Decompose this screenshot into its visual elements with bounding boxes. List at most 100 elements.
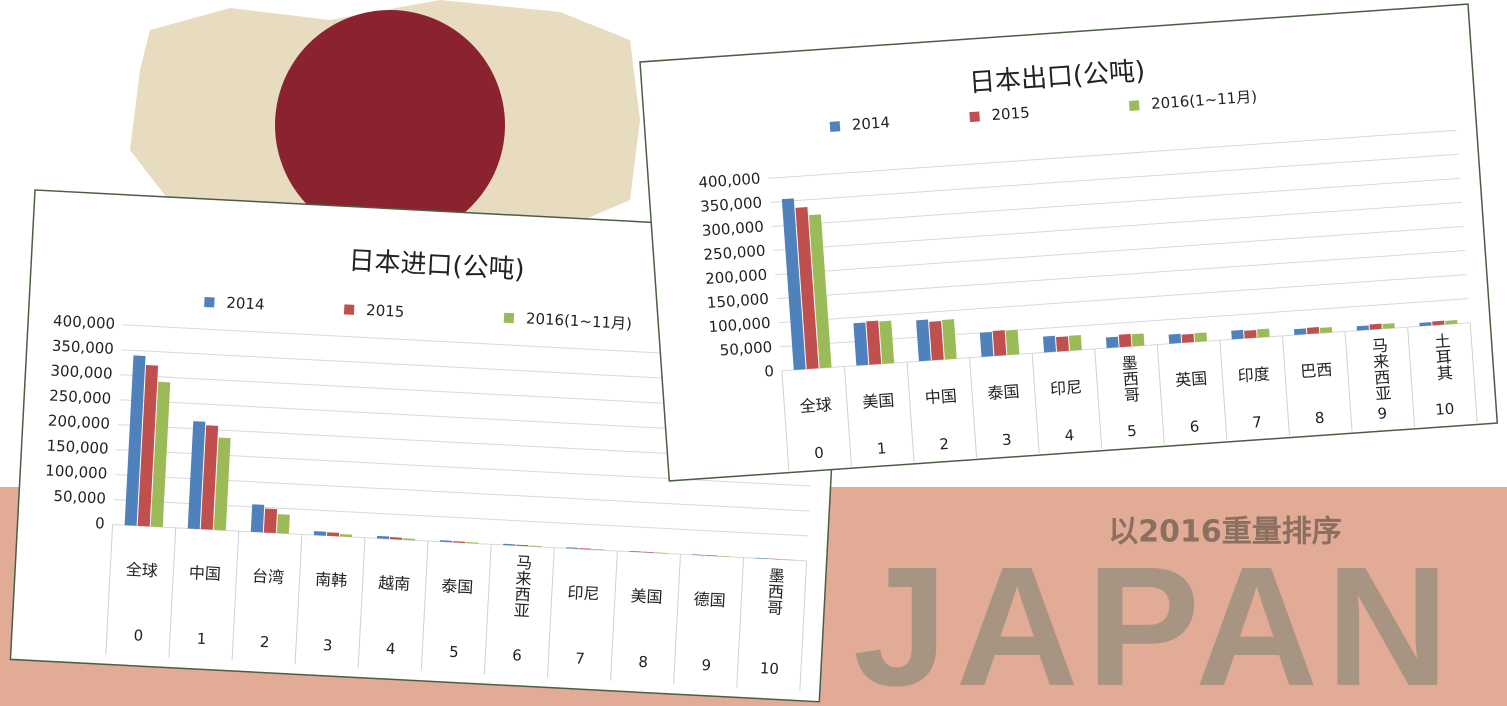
bar — [692, 554, 705, 556]
y-tick-label: 150,000 — [46, 436, 109, 457]
table-divider — [1156, 344, 1165, 445]
category-number: 0 — [814, 444, 825, 463]
legend-marker — [1128, 100, 1140, 111]
bar — [440, 540, 453, 543]
chart-panel — [639, 3, 1499, 482]
bar — [326, 532, 340, 537]
category-label: 美国 — [862, 391, 895, 412]
bar — [213, 437, 231, 531]
legend-marker — [343, 304, 355, 315]
table-divider — [1031, 353, 1040, 454]
bar — [929, 321, 944, 361]
bar — [124, 355, 146, 526]
bar — [1419, 322, 1432, 327]
bar — [250, 504, 265, 533]
category-label: 巴西 — [1300, 360, 1333, 381]
bar — [276, 514, 290, 534]
category-number: 8 — [638, 653, 648, 671]
bar — [942, 319, 957, 360]
grid-line — [115, 474, 810, 512]
legend-label: 2014 — [226, 294, 265, 314]
category-number: 3 — [1001, 431, 1012, 450]
bar — [1231, 329, 1244, 340]
bar — [879, 320, 895, 364]
category-number: 4 — [1064, 426, 1075, 445]
bar — [390, 537, 403, 540]
bar — [453, 541, 466, 543]
grid-line — [780, 298, 1469, 348]
category-label: 马来西亚 — [510, 554, 532, 619]
category-label: 马来西亚 — [1368, 337, 1391, 402]
table-divider — [357, 537, 366, 668]
grid-line — [768, 129, 1457, 179]
bar — [339, 533, 353, 538]
bar — [853, 322, 869, 366]
table-divider — [546, 547, 555, 678]
bar — [866, 320, 882, 365]
y-tick-label: 350,000 — [51, 337, 114, 358]
bar — [150, 381, 171, 528]
bar — [1042, 335, 1057, 353]
chart: 日本出口(公吨)2014 20152016(1~11月)050,000100,00… — [639, 3, 1499, 482]
category-label: 泰国 — [441, 576, 474, 597]
category-number: 2 — [939, 435, 950, 454]
table-divider — [1281, 335, 1290, 436]
grid-line — [773, 201, 1462, 252]
y-tick-label: 400,000 — [53, 312, 116, 333]
bar — [629, 550, 642, 553]
bar — [808, 214, 832, 369]
table-divider — [1344, 331, 1353, 432]
table-divider — [483, 544, 492, 675]
grid-line — [770, 153, 1459, 203]
bar — [566, 547, 579, 549]
category-label: 墨西哥 — [764, 567, 785, 616]
category-label: 全球 — [799, 395, 832, 416]
table-divider — [294, 534, 303, 665]
table-divider — [231, 531, 240, 661]
bar — [137, 365, 159, 527]
category-number: 7 — [575, 649, 585, 667]
y-tick-label: 0 — [764, 362, 775, 381]
bar — [916, 319, 931, 362]
bar — [1168, 333, 1182, 344]
category-number: 10 — [1435, 400, 1455, 419]
category-label: 印尼 — [1049, 377, 1082, 398]
y-tick-label: 350,000 — [700, 193, 763, 215]
bar — [187, 421, 206, 530]
category-label: 越南 — [378, 573, 411, 594]
bar — [1181, 333, 1195, 343]
table-divider — [168, 527, 177, 658]
bar — [1194, 332, 1208, 342]
y-tick-label: 300,000 — [50, 362, 113, 383]
category-number: 5 — [1127, 422, 1138, 441]
bar — [1068, 334, 1082, 351]
y-tick-label: 50,000 — [719, 338, 773, 360]
grid-line — [775, 225, 1464, 276]
y-tick-label: 400,000 — [698, 169, 761, 191]
bar — [516, 544, 529, 547]
bar — [1118, 333, 1132, 348]
legend-marker — [969, 111, 980, 123]
bar — [1131, 333, 1145, 347]
bar — [718, 555, 731, 557]
table-divider — [799, 560, 808, 691]
bar — [1257, 328, 1270, 338]
category-number: 1 — [876, 439, 887, 458]
legend-marker — [829, 121, 841, 132]
legend-label: 2015 — [991, 103, 1030, 124]
bar — [768, 558, 781, 560]
table-divider — [420, 541, 429, 671]
category-label: 泰国 — [987, 382, 1020, 403]
bar — [1356, 325, 1369, 331]
grid-line — [113, 499, 808, 537]
y-tick-label: 0 — [95, 514, 105, 532]
category-label: 美国 — [630, 586, 663, 607]
y-tick-label: 200,000 — [47, 412, 110, 433]
legend-label: 2014 — [851, 113, 890, 134]
y-tick-label: 300,000 — [701, 218, 764, 240]
grid-line — [771, 177, 1461, 227]
category-number: 10 — [759, 659, 779, 678]
legend-marker — [503, 312, 515, 324]
bar — [592, 548, 605, 551]
